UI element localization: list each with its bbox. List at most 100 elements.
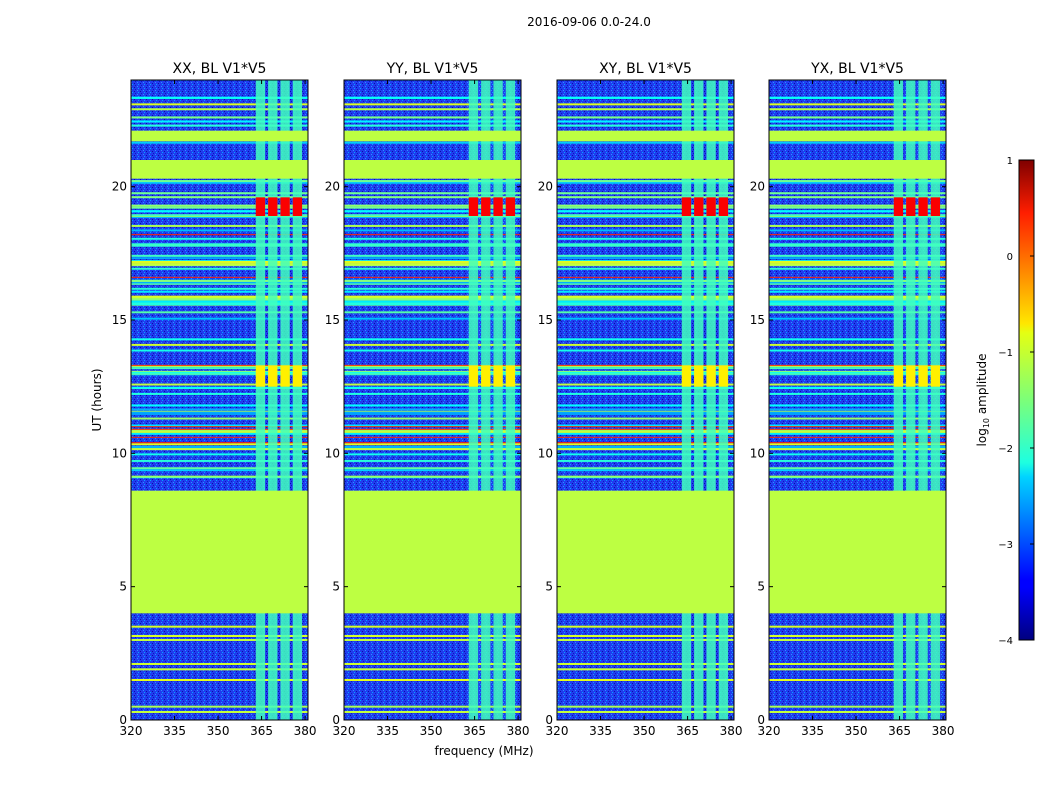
heatmap-stripe [557,625,734,628]
heatmap-rfi-line [557,276,734,278]
heatmap-stripe [769,404,946,407]
heatmap-stripe [344,300,521,303]
heatmap-stripe [344,668,521,671]
heatmap-stripe [131,210,308,213]
heatmap-stripe [557,367,734,370]
heatmap-stripe [131,181,308,184]
heatmap-rfi-band [255,80,266,720]
heatmap-stripe [344,224,521,227]
heatmap-stripe [557,224,734,227]
heatmap-stripe [769,108,946,111]
heatmap-rfi-peak [481,197,491,216]
heatmap-rfi-band [694,80,704,720]
heatmap-rfi-peak [280,197,290,216]
heatmap-stripe [769,96,946,99]
heatmap-stripe [557,282,734,285]
heatmap-stripe [557,338,734,341]
heatmap-stripe [769,467,946,470]
heatmap-stripe [769,180,946,183]
heatmap-stripe [557,448,734,451]
heatmap-stripe [557,443,734,446]
heatmap-stripe [344,392,521,395]
y-tick-label: 5 [332,580,340,594]
heatmap-stripe [131,408,308,411]
heatmap-stripe [131,417,308,420]
heatmap-flagged-block [131,490,308,614]
heatmap-rfi-line [557,364,734,366]
heatmap-stripe [344,430,521,433]
y-tick-label: 20 [112,180,127,194]
heatmap-stripe [344,260,521,263]
heatmap-stripe [557,469,734,472]
heatmap-stripe [769,639,946,641]
y-tick-label: 0 [545,713,553,727]
heatmap-stripe [769,260,946,263]
heatmap-stripe [769,257,946,260]
heatmap-stripe [344,263,521,266]
x-tick-label: 350 [633,724,656,738]
y-tick-label: 15 [325,313,340,327]
heatmap-stripe [131,260,308,263]
heatmap-stripe [769,141,946,144]
heatmap-stripe [131,180,308,183]
heatmap-stripe [131,467,308,470]
heatmap-stripe [557,711,734,713]
heatmap-flagged-block [131,160,308,179]
heatmap-stripe [769,343,946,346]
heatmap-stripe [344,192,521,195]
heatmap-stripe [344,281,521,284]
heatmap-flagged-block [344,490,521,614]
heatmap-stripe [131,244,308,247]
heatmap-stripe [131,459,308,462]
heatmap-stripe [344,453,521,456]
heatmap-stripe [769,453,946,456]
x-tick-label: 365 [463,724,486,738]
heatmap-stripe [344,404,521,407]
heatmap-stripe [769,192,946,195]
heatmap-stripe [344,424,521,427]
heatmap-stripe [131,116,308,119]
heatmap-stripe [344,116,521,119]
heatmap-flagged-block [769,160,946,179]
heatmap-stripe [769,237,946,240]
heatmap-rfi-peak [255,197,266,216]
heatmap-stripe [769,424,946,427]
heatmap-stripe [769,303,946,306]
heatmap-stripe [557,317,734,320]
heatmap-stripe [769,443,946,446]
heatmap-stripe [769,103,946,106]
heatmap-stripe [557,295,734,298]
heatmap-stripe [557,124,734,127]
heatmap-rfi-band [268,80,278,720]
x-tick-label: 335 [801,724,824,738]
heatmap-stripe [769,413,946,416]
heatmap-stripe [769,386,946,389]
y-tick-label: 5 [119,580,127,594]
heatmap-stripe [344,196,521,199]
heatmap-stripe [557,257,734,260]
heatmap-stripe [344,141,521,144]
heatmap-stripe [557,216,734,219]
heatmap-stripe [344,373,521,376]
heatmap-rfi-line [769,276,946,278]
heatmap-flagged-block [557,160,734,179]
heatmap-stripe [344,180,521,183]
heatmap-rfi-line [557,426,734,428]
x-axis-label: frequency (MHz) [434,744,533,758]
heatmap-stripe [769,711,946,713]
heatmap-stripe [131,206,308,209]
panel-frame [556,79,735,721]
heatmap-rfi-peak [493,197,503,216]
heatmap-stripe [557,96,734,99]
heatmap-rfi-band [918,80,928,720]
heatmap-rfi-line [344,428,521,430]
heatmap-stripe [557,668,734,671]
heatmap-rfi-peak [930,365,941,387]
heatmap-rfi-line [557,428,734,430]
heatmap-rfi-peak [255,365,266,387]
heatmap-rfi-line [344,442,521,444]
panel-2: YY, BL V1*V5 320 335 350 365 380 0 5 10 15 20 [325,61,530,738]
heatmap-stripe [769,116,946,119]
heatmap-stripe [344,181,521,184]
